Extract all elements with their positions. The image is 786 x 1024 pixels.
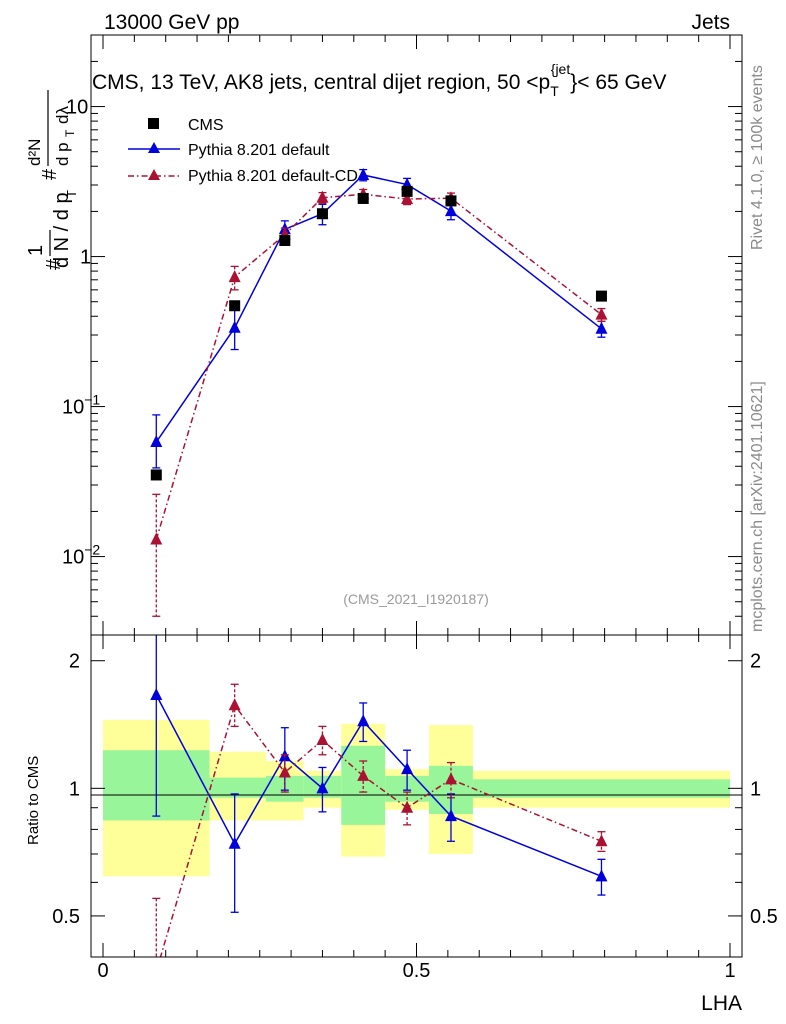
ratio-band-inner — [209, 777, 267, 798]
main-y-tick-label: 10 — [66, 97, 88, 119]
ratio-band-inner — [341, 745, 386, 825]
ratio-point-pythia-default — [150, 688, 163, 701]
chart-title-subscript: T — [550, 83, 559, 99]
main-point-pythia-default — [228, 320, 241, 333]
ratio-y-tick-label-right: 2 — [750, 651, 761, 673]
ratio-y-tick-label: 2 — [69, 651, 80, 673]
main-y-tick-label: 10−2 — [62, 542, 100, 569]
svg-text:T: T — [64, 190, 79, 198]
ratio-point-pythia-default — [444, 809, 457, 822]
header-jets-label: Jets — [691, 11, 730, 34]
ratio-axis-ticks: 0.5 0.5 1 1 2 2 — [52, 635, 778, 958]
chart-title-tail: }< 65 GeV — [570, 71, 666, 94]
main-point-cms — [150, 469, 162, 481]
ratio-point-pythia-cd — [316, 733, 329, 746]
main-axis-ticks: 10−2 10−1 1 10 — [62, 34, 742, 636]
ratio-point-pythia-default — [316, 781, 329, 794]
main-point-pythia-default — [595, 321, 608, 334]
main-point-cms — [229, 300, 241, 312]
svg-text:d N / d p: d N / d p — [51, 192, 73, 268]
ratio-point-pythia-cd — [595, 834, 608, 847]
main-point-cms — [316, 208, 328, 220]
chart-title-main: CMS, 13 TeV, AK8 jets, central dijet reg… — [92, 71, 550, 94]
ratio-series-pythia-default — [150, 635, 608, 913]
main-point-cms — [279, 234, 291, 246]
ratio-point-pythia-default — [357, 714, 370, 727]
ratio-point-pythia-cd — [278, 765, 291, 778]
svg-text:d p: d p — [53, 142, 72, 166]
svg-text:d²N: d²N — [25, 139, 44, 166]
main-point-pythia-default — [357, 167, 370, 180]
chart-title: CMS, 13 TeV, AK8 jets, central dijet reg… — [92, 61, 667, 99]
ratio-point-pythia-cd — [228, 698, 241, 711]
x-axis-tick-labels: 0 0.5 1 — [97, 960, 735, 982]
ratio-point-pythia-default — [401, 762, 414, 775]
ratio-y-tick-label: 0.5 — [52, 906, 80, 928]
main-line-pythia-default — [155, 174, 602, 443]
ratio-y-axis-label: Ratio to CMS — [25, 756, 42, 845]
ratio-line-pythia-cd — [159, 703, 602, 957]
ratio-y-tick-label-right: 1 — [750, 778, 761, 800]
svg-text:dλ: dλ — [53, 106, 72, 124]
legend-label-pythia-default: Pythia 8.201 default — [188, 142, 330, 159]
legend-marker-cms — [148, 118, 159, 129]
main-point-cms — [401, 185, 413, 197]
ratio-uncertainty-bands — [103, 719, 730, 877]
ratio-point-pythia-cd — [357, 768, 370, 781]
mcplots-source-label: mcplots.cern.ch [arXiv:2401.10621] — [749, 381, 766, 632]
ratio-point-pythia-default — [228, 836, 241, 849]
x-axis-label: LHA — [701, 992, 742, 1015]
svg-text:#: # — [39, 168, 61, 180]
main-point-cms — [357, 192, 369, 204]
main-y-tick-label: 10−1 — [62, 392, 100, 419]
header-energy-label: 13000 GeV pp — [104, 11, 239, 34]
rivet-version-label: Rivet 4.1.0, ≥ 100k events — [749, 65, 766, 250]
x-tick-label: 0 — [97, 960, 108, 982]
ratio-point-pythia-cd — [401, 800, 414, 813]
main-line-pythia-cd — [155, 193, 602, 540]
x-tick-label: 1 — [724, 960, 735, 982]
x-tick-label: 0.5 — [403, 960, 431, 982]
main-point-pythia-cd — [150, 532, 163, 545]
main-series-pythia-default — [150, 167, 608, 469]
ratio-band-inner — [472, 779, 730, 798]
main-y-tick-label: 1 — [80, 247, 91, 269]
svg-text:1: 1 — [25, 245, 47, 256]
main-point-cms — [445, 195, 457, 207]
main-point-pythia-default — [150, 435, 163, 448]
main-point-pythia-cd — [401, 191, 414, 204]
legend-label-cms: CMS — [188, 117, 224, 134]
ratio-series-pythia-cd — [152, 683, 608, 957]
main-point-pythia-cd — [228, 270, 241, 283]
ratio-y-tick-label-right: 0.5 — [750, 906, 778, 928]
ratio-line-pythia-default — [155, 694, 602, 878]
legend-marker-pythia-default — [148, 142, 160, 153]
main-series-layer — [150, 167, 608, 617]
legend: CMS Pythia 8.201 default Pythia 8.201 de… — [128, 117, 358, 185]
y-axis-label: # 1 d N / d p T # d²N d p T dλ — [25, 90, 79, 270]
ratio-point-pythia-default — [595, 869, 608, 882]
main-series-cms — [150, 185, 607, 481]
main-point-cms — [595, 290, 607, 302]
chart-title-superscript: {jet — [551, 61, 571, 77]
svg-text:#: # — [43, 258, 65, 270]
main-point-pythia-cd — [595, 307, 608, 320]
analysis-watermark: (CMS_2021_I1920187) — [343, 591, 489, 607]
ratio-point-pythia-cd — [444, 772, 457, 785]
main-point-pythia-cd — [316, 190, 329, 203]
ratio-panel: 0.5 0.5 1 1 2 2 Ratio to CMS — [25, 634, 778, 958]
legend-label-pythia-cd: Pythia 8.201 default-CD — [188, 168, 358, 185]
svg-text:T: T — [63, 129, 77, 137]
main-panel: 10−2 10−1 1 10 CMS, 13 TeV, AK8 jets, centr… — [25, 34, 743, 636]
legend-marker-pythia-cd — [148, 169, 160, 180]
main-series-pythia-cd — [150, 187, 608, 617]
main-point-pythia-default — [444, 204, 457, 217]
ratio-series-layer — [150, 635, 608, 957]
ratio-y-tick-label: 1 — [69, 778, 80, 800]
